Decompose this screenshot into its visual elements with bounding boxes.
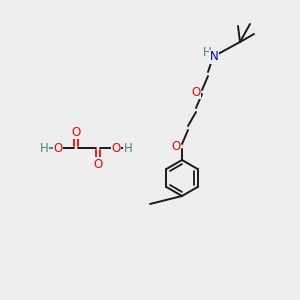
Text: O: O bbox=[53, 142, 63, 154]
Text: O: O bbox=[111, 142, 121, 154]
Text: H: H bbox=[40, 142, 48, 154]
Text: N: N bbox=[210, 50, 218, 64]
Text: H: H bbox=[202, 46, 211, 59]
Text: H: H bbox=[124, 142, 132, 154]
Text: O: O bbox=[191, 85, 201, 98]
Text: O: O bbox=[171, 140, 181, 152]
Text: O: O bbox=[93, 158, 103, 170]
Text: O: O bbox=[71, 125, 81, 139]
